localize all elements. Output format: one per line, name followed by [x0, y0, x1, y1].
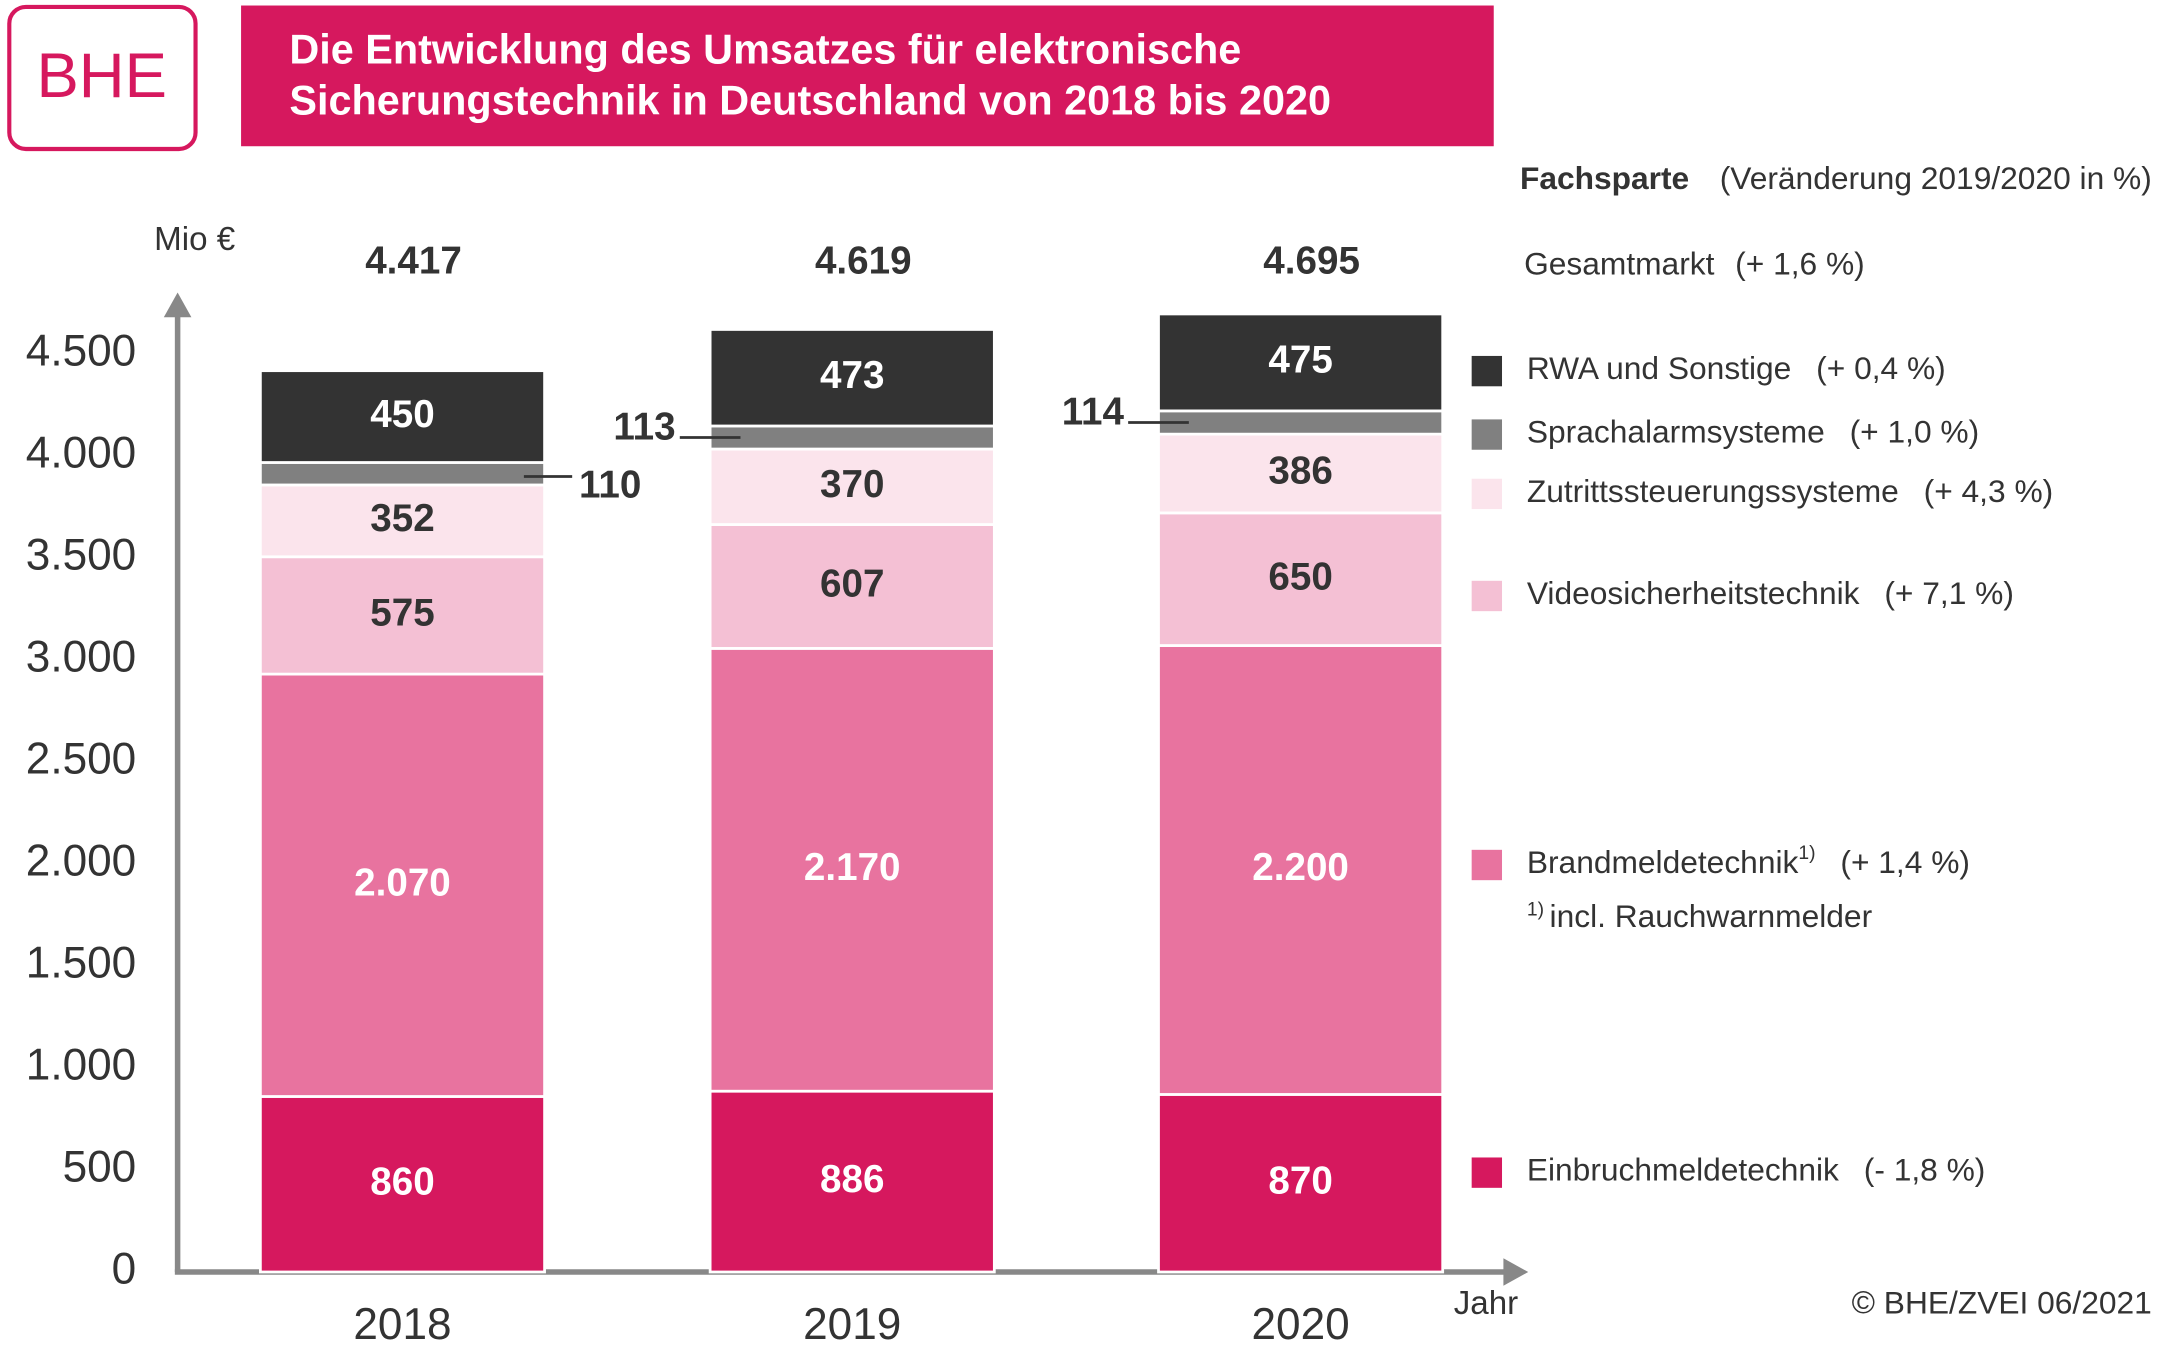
legend-swatch [1471, 1157, 1503, 1188]
y-tick-label: 4.500 [26, 326, 136, 375]
legend-swatch [1471, 355, 1503, 387]
y-tick-label: 0 [112, 1245, 137, 1294]
data-label: 475 [1268, 339, 1332, 382]
y-tick-label: 2.000 [26, 837, 136, 886]
data-label: 110 [579, 464, 641, 507]
chart-title: Sicherungstechnik in Deutschland von 201… [289, 77, 1331, 123]
data-label: 370 [820, 463, 884, 506]
data-label: 575 [370, 592, 434, 635]
legend-swatch [1471, 849, 1503, 881]
bar-segment [1157, 644, 1445, 1096]
legend-label: Zutrittssteuerungssysteme (+ 4,3 %) [1527, 473, 2053, 509]
legend-header: Fachsparte [1520, 160, 1689, 196]
data-label: 607 [820, 563, 884, 606]
footnote-text: incl. Rauchwarnmelder [1550, 898, 1873, 934]
footnote-mark: 1) [1527, 900, 1544, 921]
bar-segment [1157, 312, 1445, 413]
legend-label: Sprachalarmsysteme (+ 1,0 %) [1527, 414, 1979, 450]
y-tick-label: 4.000 [26, 428, 136, 477]
legend-swatch [1471, 580, 1503, 612]
data-label: 886 [820, 1158, 884, 1201]
bar-segment [259, 1095, 546, 1274]
legend-name: Videosicherheitstechnik [1527, 575, 1860, 611]
data-label: 114 [1062, 390, 1125, 433]
data-label: 650 [1268, 555, 1332, 598]
total-legend: Gesamtmarkt [1524, 246, 1715, 282]
x-axis-label: Jahr [1454, 1285, 1518, 1322]
y-tick-label: 3.000 [26, 632, 136, 681]
total-change: (+ 1,6 %) [1735, 246, 1865, 282]
data-label: 870 [1268, 1159, 1332, 1202]
legend-label: Videosicherheitstechnik (+ 7,1 %) [1527, 575, 2014, 611]
logo: BHE [36, 41, 166, 111]
data-label: 473 [820, 354, 884, 397]
footnote: 1) incl. Rauchwarnmelder [1527, 898, 1873, 934]
data-label: 2.170 [804, 846, 901, 889]
data-label: 450 [370, 393, 434, 436]
y-tick-label: 1.500 [26, 939, 136, 988]
legend-label: Einbruchmeldetechnik (- 1,8 %) [1527, 1152, 1986, 1188]
source: © BHE/ZVEI 06/2021 [1852, 1284, 2152, 1320]
total-label: 4.619 [815, 240, 912, 283]
data-label: 860 [370, 1160, 434, 1203]
bar-segment [259, 461, 546, 487]
legend-label: Brandmeldetechnik1) (+ 1,4 %) [1527, 843, 1970, 880]
legend-swatch [1471, 478, 1503, 510]
bar-segment [259, 555, 546, 676]
bar-segment [1157, 409, 1445, 436]
bar-segment [1157, 511, 1445, 647]
y-axis-label: Mio € [154, 221, 235, 258]
x-tick-label: 2018 [353, 1300, 451, 1349]
legend-name: RWA und Sonstige [1527, 350, 1791, 386]
logo-box [7, 4, 198, 152]
legend-name: Sprachalarmsysteme [1527, 414, 1825, 450]
legend-change: (+ 7,1 %) [1884, 575, 2014, 611]
bar-segment [1157, 1093, 1445, 1274]
bar-segment [708, 328, 996, 428]
y-tick-label: 3.500 [26, 530, 136, 579]
footnote-mark: 1) [1798, 843, 1815, 864]
y-tick-label: 500 [63, 1143, 137, 1192]
bar-segment [708, 1089, 996, 1274]
x-axis-arrow [1503, 1258, 1529, 1286]
data-label: 352 [370, 497, 434, 540]
data-label: 113 [613, 405, 675, 448]
total-label: 4.417 [365, 240, 462, 283]
legend-change: (+ 0,4 %) [1816, 350, 1946, 386]
x-tick-label: 2020 [1252, 1300, 1350, 1349]
data-label: 2.200 [1252, 846, 1349, 889]
y-tick-label: 2.500 [26, 735, 136, 784]
legend-name: Brandmeldetechnik [1527, 844, 1799, 880]
title-box [241, 5, 1494, 147]
chart-title: Die Entwicklung des Umsatzes für elektro… [289, 26, 1241, 72]
legend-name: Einbruchmeldetechnik [1527, 1152, 1839, 1188]
legend-change: (+ 4,3 %) [1924, 473, 2054, 509]
legend-change: (+ 1,4 %) [1840, 844, 1970, 880]
bar-segment [259, 369, 546, 464]
legend-name: Zutrittssteuerungssysteme [1527, 473, 1899, 509]
legend-label: RWA und Sonstige (+ 0,4 %) [1527, 350, 1946, 386]
y-tick-label: 1.000 [26, 1041, 136, 1090]
bar-segment [708, 447, 996, 526]
bar-segment [708, 523, 996, 650]
data-label: 386 [1268, 450, 1332, 493]
bar-segment [708, 424, 996, 451]
total-label: 4.695 [1263, 240, 1360, 283]
x-tick-label: 2019 [803, 1300, 901, 1349]
legend-swatch [1471, 419, 1503, 450]
y-axis-arrow [163, 292, 192, 318]
legend-change: (+ 1,0 %) [1850, 414, 1980, 450]
legend-change: (- 1,8 %) [1864, 1152, 1986, 1188]
legend-header-note: (Veränderung 2019/2020 in %) [1720, 160, 2152, 196]
data-label: 2.070 [354, 862, 451, 905]
bar-segment [259, 672, 546, 1098]
